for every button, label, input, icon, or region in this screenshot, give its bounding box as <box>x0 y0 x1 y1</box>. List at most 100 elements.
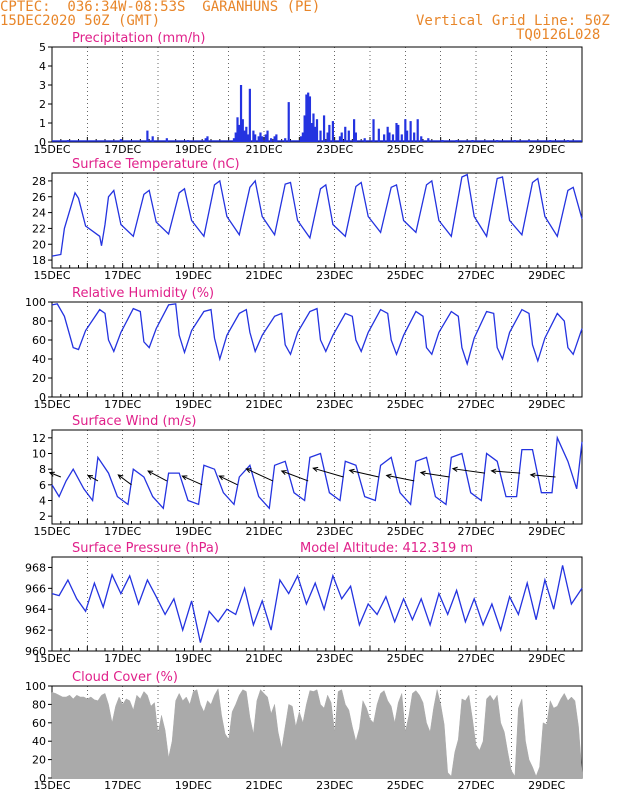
precip-bar <box>259 132 262 142</box>
rh-y-tick-label: 40 <box>32 353 46 366</box>
precip-bar <box>319 130 322 142</box>
precip-y-tick-label: 3 <box>39 79 46 92</box>
precip-bar <box>353 119 356 142</box>
precip-bar <box>338 136 342 142</box>
temp-x-tick-label: 23DEC <box>316 269 353 282</box>
precip-bar <box>239 85 243 142</box>
precip-bar <box>305 94 308 142</box>
precip-bar <box>234 132 237 142</box>
press-x-tick-label: 27DEC <box>457 652 494 665</box>
wind-wind-vector <box>452 468 485 474</box>
press-x-tick-label: 17DEC <box>104 652 141 665</box>
precip-bar <box>232 138 236 142</box>
wind-wind-vector <box>219 475 238 486</box>
precip-y-tick-label: 4 <box>39 60 46 73</box>
wind-wind-arrowhead <box>117 474 124 480</box>
press-y-tick-label: 964 <box>25 603 46 616</box>
rh-y-tick-label: 0 <box>39 391 46 404</box>
precip-bar <box>241 119 244 142</box>
temp-series-line <box>51 173 583 257</box>
temp-y-tick-label: 18 <box>32 254 46 267</box>
wind-x-tick-label: 23DEC <box>316 525 353 538</box>
press-y-tick-label: 966 <box>25 582 46 595</box>
precip-bar <box>383 134 386 142</box>
precip-bar <box>331 121 334 142</box>
wind-wind-arrowhead <box>419 470 426 476</box>
rh-y-tick-label: 60 <box>32 334 46 347</box>
header-line-1: CPTEC: 036:34W-08:53S GARANHUNS (PE) <box>0 0 321 15</box>
wind-wind-arrowhead <box>385 473 392 479</box>
wind-wind-vector <box>386 474 415 482</box>
rh-y-tick-label: 80 <box>32 315 46 328</box>
precip-y-tick-label: 5 <box>39 41 46 54</box>
press-y-tick-label: 962 <box>25 624 46 637</box>
press-x-tick-label: 25DEC <box>387 652 424 665</box>
precip-bar <box>257 136 260 142</box>
wind-wind-arrowhead <box>147 470 154 476</box>
wind-x-tick-label: 17DEC <box>104 525 141 538</box>
precip-bar <box>427 138 430 142</box>
precip-bar <box>287 102 290 142</box>
temp-frame <box>51 172 583 269</box>
precip-bar <box>165 138 168 142</box>
cloud-x-tick-label: 23DEC <box>316 779 353 792</box>
wind-wind-arrowhead <box>181 475 188 481</box>
wind-wind-arrowhead <box>348 468 355 474</box>
rh-series-line <box>51 303 583 367</box>
precip-x-tick-label: 21DEC <box>245 143 282 156</box>
precip-bar <box>386 126 389 142</box>
wind-y-tick-label: 4 <box>39 495 46 508</box>
press-series-line <box>51 565 583 643</box>
wind-wind-arrowhead <box>490 468 497 474</box>
cloud-y-tick-label: 20 <box>32 754 46 767</box>
precip-bar <box>388 132 391 142</box>
precip-x-tick-label: 19DEC <box>175 143 212 156</box>
press-x-tick-label: 15DEC <box>33 652 70 665</box>
temp-y-tick-label: 20 <box>32 238 46 251</box>
temp-y-tick-label: 26 <box>32 191 46 204</box>
precip-y-tick-label: 1 <box>39 117 46 130</box>
wind-x-tick-label: 25DEC <box>387 525 424 538</box>
temp-x-tick-label: 29DEC <box>528 269 565 282</box>
wind-x-tick-label: 19DEC <box>175 525 212 538</box>
model-altitude: Model Altitude: 412.319 m <box>300 541 473 556</box>
rh-x-tick-label: 25DEC <box>387 398 424 411</box>
wind-wind-arrowhead <box>87 474 94 480</box>
temp-x-tick-label: 25DEC <box>387 269 424 282</box>
press-title: Surface Pressure (hPa) <box>72 541 219 556</box>
cloud-y-tick-label: 80 <box>32 698 46 711</box>
wind-wind-arrowhead <box>312 466 319 472</box>
wind-wind-arrowhead <box>48 471 55 477</box>
press-frame <box>51 556 583 652</box>
press-x-tick-label: 29DEC <box>528 652 565 665</box>
precip-x-tick-label: 29DEC <box>528 143 565 156</box>
wind-wind-vector <box>118 474 132 486</box>
precip-y-tick-label: 2 <box>39 98 46 111</box>
rh-y-tick-label: 20 <box>32 372 46 385</box>
press-x-tick-label: 21DEC <box>245 652 282 665</box>
precip-bar <box>238 124 241 142</box>
press-x-tick-label: 23DEC <box>316 652 353 665</box>
temp-title: Surface Temperature (nC) <box>72 157 240 172</box>
press-y-tick-label: 968 <box>25 561 46 574</box>
precip-bar <box>314 126 317 142</box>
rh-y-tick-label: 100 <box>25 296 46 309</box>
cloud-x-tick-label: 19DEC <box>175 779 212 792</box>
cloud-title: Cloud Cover (%) <box>72 670 178 685</box>
precip-bar <box>409 121 412 142</box>
precip-x-tick-label: 25DEC <box>387 143 424 156</box>
precip-bar <box>372 119 375 142</box>
cloud-area <box>51 688 583 779</box>
precip-bar <box>151 136 154 142</box>
rh-title: Relative Humidity (%) <box>72 286 214 301</box>
temp-y-tick-label: 24 <box>32 207 46 220</box>
precip-bar <box>261 136 264 142</box>
precip-bar <box>254 134 257 142</box>
precip-bar <box>245 126 248 142</box>
wind-wind-vector <box>420 472 450 478</box>
cloud-y-tick-label: 40 <box>32 735 46 748</box>
precip-bar <box>307 92 310 142</box>
precip-bar <box>340 132 343 142</box>
precip-y-tick-label: 0 <box>39 136 46 149</box>
